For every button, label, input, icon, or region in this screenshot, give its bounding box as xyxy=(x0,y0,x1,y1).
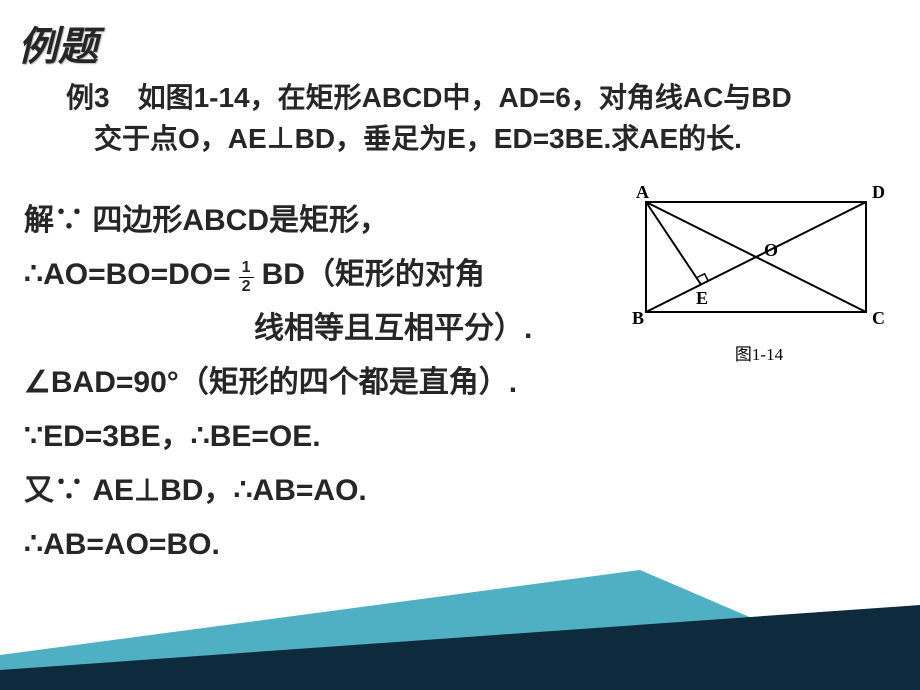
slide-title: 例题 xyxy=(18,14,896,72)
sol-text-2b: BD（矩形的对角 xyxy=(262,260,485,290)
svg-text:E: E xyxy=(696,288,708,308)
sol-text-2a: ∴AO=BO=DO= xyxy=(24,260,231,290)
svg-text:O: O xyxy=(764,240,778,260)
fraction-half: 1 2 xyxy=(239,260,254,295)
sol-text-3: ∠BAD=90°（矩形的四个都是直角）. xyxy=(24,368,517,398)
svg-text:A: A xyxy=(636,186,649,202)
svg-text:B: B xyxy=(632,308,644,328)
frac-num: 1 xyxy=(239,260,254,278)
solution-line-4: ∵ED=3BE，∴BE=OE. xyxy=(24,411,896,463)
rectangle-diagram: A D B C O E xyxy=(626,186,892,336)
sol-text-2c: 线相等且互相平分）. xyxy=(254,314,532,344)
sol-text-5: 又∵ AE⊥BD，∴AB=AO. xyxy=(24,476,367,506)
problem-line-1: 例3 如图1-14，在矩形ABCD中，AD=6，对角线AC与BD xyxy=(66,82,792,113)
svg-text:C: C xyxy=(872,308,885,328)
figure-label: 图1-14 xyxy=(626,340,892,365)
sol-text-4: ∵ED=3BE，∴BE=OE. xyxy=(24,422,321,452)
svg-text:D: D xyxy=(872,186,885,202)
sol-text-1: 解∵ 四边形ABCD是矩形， xyxy=(24,206,389,236)
frac-den: 2 xyxy=(242,278,251,295)
solution-line-5: 又∵ AE⊥BD，∴AB=AO. xyxy=(24,465,896,517)
sol-text-6: ∴AB=AO=BO. xyxy=(24,530,220,560)
problem-line-2: 交于点O，AE⊥BD，垂足为E，ED=3BE.求AE的长. xyxy=(94,123,742,154)
solution-line-6: ∴AB=AO=BO. xyxy=(24,519,896,571)
geometry-figure: A D B C O E 图1-14 xyxy=(626,186,892,365)
problem-statement: 例3 如图1-14，在矩形ABCD中，AD=6，对角线AC与BD 交于点O，AE… xyxy=(66,78,886,159)
